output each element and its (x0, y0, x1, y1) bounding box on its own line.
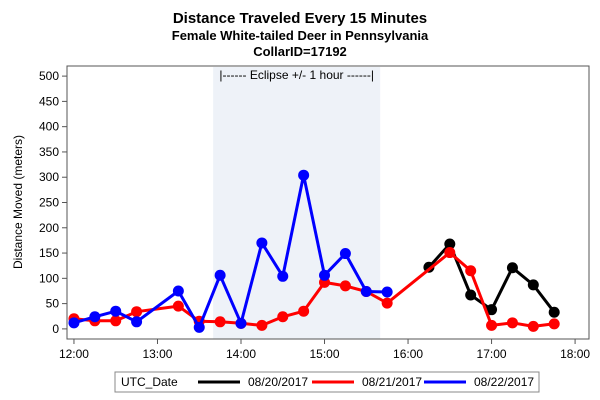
series-1 (423, 238, 560, 318)
y-tick-label: 500 (39, 69, 59, 83)
data-point (298, 169, 310, 181)
data-point (444, 238, 456, 250)
data-point (110, 305, 122, 317)
data-point (486, 304, 498, 316)
x-tick-label: 18:00 (560, 347, 590, 361)
data-point (319, 269, 331, 281)
data-point (68, 317, 80, 329)
data-point (381, 286, 393, 298)
data-point (131, 306, 143, 318)
y-axis: 0 50 100 150 200 250 300 350 400 450 500 (39, 69, 67, 336)
data-point (256, 319, 268, 331)
chart-subtitle-2: CollarID=17192 (253, 44, 347, 59)
eclipse-band-label: |------ Eclipse +/- 1 hour ------| (219, 68, 374, 82)
y-tick-label: 50 (46, 297, 60, 311)
x-tick-label: 13:00 (142, 347, 172, 361)
y-tick-label: 100 (39, 271, 59, 285)
legend-title: UTC_Date (121, 375, 178, 389)
y-tick-label: 300 (39, 170, 59, 184)
series-3 (68, 169, 393, 333)
legend-label: 08/21/2017 (362, 375, 422, 389)
x-tick-label: 12:00 (59, 347, 89, 361)
x-axis: 12:00 13:00 14:00 15:00 16:00 17:00 18:00 (59, 339, 590, 361)
data-point (277, 270, 289, 282)
data-point (548, 306, 560, 318)
y-tick-label: 250 (39, 196, 59, 210)
data-point (506, 262, 518, 274)
y-tick-label: 450 (39, 94, 59, 108)
data-point (548, 318, 560, 330)
data-point (172, 285, 184, 297)
data-point (214, 316, 226, 328)
data-point (193, 321, 205, 333)
y-tick-label: 150 (39, 246, 59, 260)
chart-subtitle-1: Female White-tailed Deer in Pennsylvania (172, 28, 429, 43)
data-point (506, 317, 518, 329)
y-tick-label: 0 (52, 322, 59, 336)
x-tick-label: 16:00 (393, 347, 423, 361)
data-point (527, 279, 539, 291)
data-point (465, 265, 477, 277)
data-point (527, 320, 539, 332)
y-tick-label: 350 (39, 145, 59, 159)
x-tick-label: 17:00 (477, 347, 507, 361)
data-point (486, 319, 498, 331)
legend-label: 08/20/2017 (248, 375, 308, 389)
data-point (235, 317, 247, 329)
legend-label: 08/22/2017 (474, 375, 534, 389)
chart-title: Distance Traveled Every 15 Minutes (173, 10, 427, 27)
data-point (277, 311, 289, 323)
x-tick-label: 14:00 (226, 347, 256, 361)
y-tick-label: 200 (39, 221, 59, 235)
data-point (172, 300, 184, 312)
data-point (381, 297, 393, 309)
data-point (131, 316, 143, 328)
data-point (298, 305, 310, 317)
data-point (444, 247, 456, 259)
x-tick-label: 15:00 (310, 347, 340, 361)
data-point (339, 280, 351, 292)
y-tick-label: 400 (39, 120, 59, 134)
data-point (89, 311, 101, 323)
data-point (214, 269, 226, 281)
legend: UTC_Date 08/20/2017 08/21/2017 08/22/2017 (114, 371, 540, 393)
data-point (339, 248, 351, 260)
y-axis-label: Distance Moved (meters) (11, 135, 25, 269)
data-point (110, 315, 122, 327)
legend-frame (114, 371, 540, 393)
data-point (465, 289, 477, 301)
data-point (256, 237, 268, 249)
data-point (360, 285, 372, 297)
legend-items: 08/20/2017 08/21/2017 08/22/2017 (198, 375, 534, 389)
series-group (68, 169, 560, 333)
